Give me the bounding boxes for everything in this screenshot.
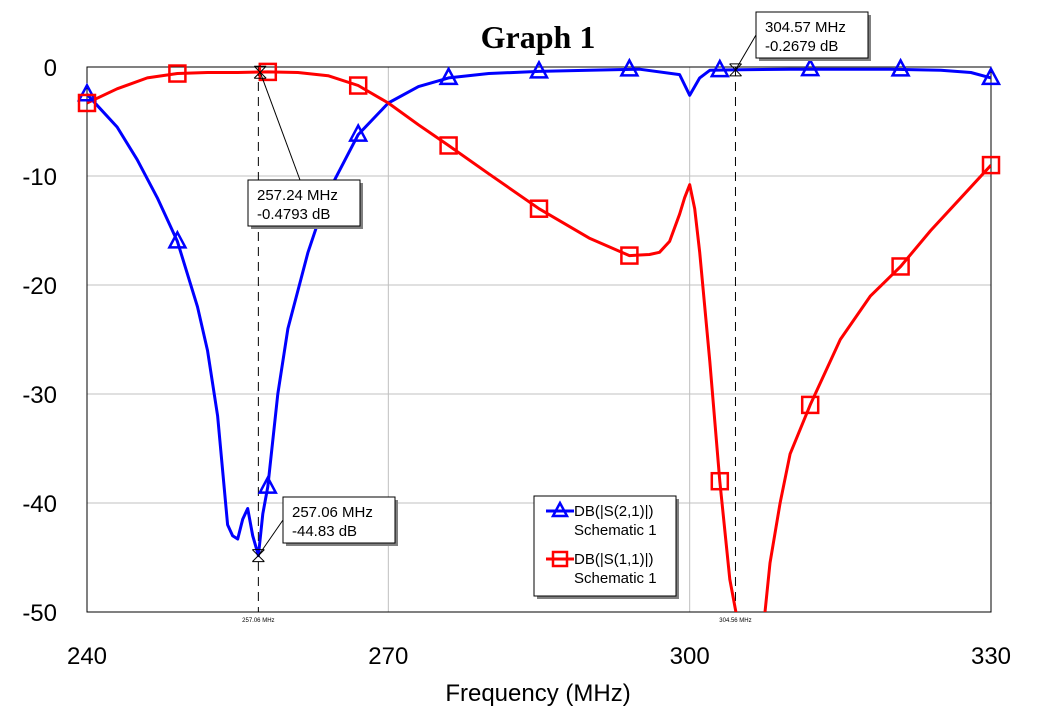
series-markers [76, 57, 1002, 494]
annotations: 257.24 MHz -0.4793 dB 257.06 MHz -44.83 dB 3… [247, 11, 871, 563]
legend-series-name: DB(|S(2,1)|) [574, 503, 653, 520]
x-axis-label: Frequency (MHz) [445, 680, 630, 707]
legend-box [533, 495, 677, 597]
callout-box [247, 179, 361, 227]
callout-leader [259, 72, 301, 181]
x-tick-label: 270 [368, 643, 408, 670]
x-tick-label: 330 [971, 643, 1011, 670]
marker-vline-label: 257.06 MHz [242, 618, 274, 624]
y-tick-label: -50 [22, 600, 57, 627]
triangle-marker [438, 66, 459, 86]
marker-point [252, 549, 265, 563]
legend-square-icon [551, 550, 569, 568]
triangle-marker [257, 474, 278, 494]
callout-freq: 257.06 MHz [292, 504, 373, 521]
x-tick-label: 240 [67, 643, 107, 670]
triangle-marker [890, 57, 911, 77]
marker-point [253, 65, 267, 79]
legend: DB(|S(2,1)|) Schematic 1 DB(|S(1,1)|) Schem… [533, 495, 679, 599]
legend-triangle-icon [550, 500, 570, 518]
y-tick-label: -30 [22, 382, 57, 409]
callout-value: -0.2679 dB [765, 38, 838, 55]
triangle-marker [800, 57, 821, 77]
triangle-marker [348, 122, 369, 142]
chart-title: Graph 1 [481, 19, 596, 55]
triangle-marker [619, 57, 640, 77]
legend-series-subname: Schematic 1 [574, 522, 657, 539]
callout-box [755, 11, 869, 59]
marker-lines: 257.06 MHz 304.56 MHz [242, 67, 752, 624]
triangle-marker [528, 59, 550, 79]
series-line-2 [87, 70, 991, 612]
square-marker [77, 93, 97, 113]
x-tick-label: 300 [670, 643, 710, 670]
square-marker [800, 395, 820, 415]
axes: 0 -10 -20 -30 -40 -50 240 270 300 330 [22, 55, 1011, 670]
callout-leader [257, 519, 284, 556]
marker-vline-label: 304.56 MHz [719, 618, 751, 624]
legend-series-subname: Schematic 1 [574, 570, 657, 587]
y-tick-label: 0 [44, 55, 57, 82]
square-marker [620, 246, 639, 265]
callout-box [282, 496, 396, 544]
y-tick-label: -40 [22, 491, 57, 518]
triangle-marker [167, 229, 188, 249]
legend-series-name: DB(|S(1,1)|) [574, 551, 653, 568]
callout-value: -0.4793 dB [257, 206, 330, 223]
square-marker [891, 257, 910, 276]
callout-freq: 304.57 MHz [765, 19, 846, 36]
y-tick-label: -10 [22, 164, 57, 191]
callout-freq: 257.24 MHz [257, 187, 338, 204]
triangle-marker [980, 66, 1002, 86]
square-marker [348, 76, 368, 95]
square-marker [710, 471, 730, 491]
square-marker [529, 199, 549, 218]
y-tick-label: -20 [22, 273, 57, 300]
plot-border [86, 66, 992, 613]
square-marker [439, 136, 458, 155]
square-marker [168, 64, 187, 83]
square-marker [981, 155, 1001, 175]
callout-leader [735, 34, 757, 71]
triangle-marker [709, 58, 730, 78]
triangle-marker [76, 82, 98, 102]
callout-value: -44.83 dB [292, 523, 357, 540]
